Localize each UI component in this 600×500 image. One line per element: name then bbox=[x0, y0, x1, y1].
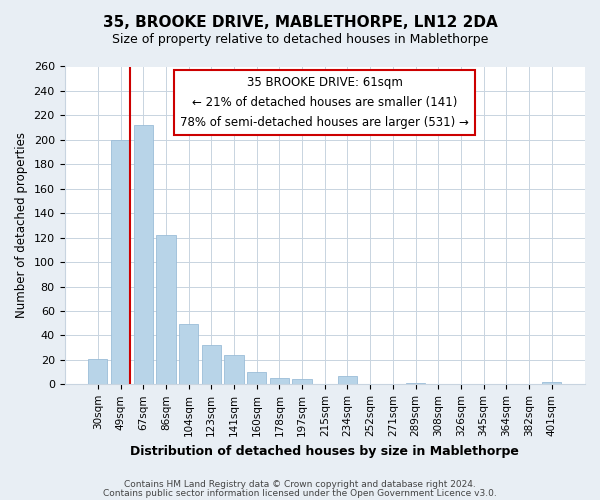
Bar bbox=[270, 378, 289, 384]
Bar bbox=[247, 372, 266, 384]
Bar bbox=[111, 140, 130, 384]
Text: 35 BROOKE DRIVE: 61sqm
← 21% of detached houses are smaller (141)
78% of semi-de: 35 BROOKE DRIVE: 61sqm ← 21% of detached… bbox=[181, 76, 469, 129]
X-axis label: Distribution of detached houses by size in Mablethorpe: Distribution of detached houses by size … bbox=[130, 444, 519, 458]
Bar bbox=[542, 382, 562, 384]
Bar bbox=[134, 125, 153, 384]
Bar bbox=[406, 383, 425, 384]
Y-axis label: Number of detached properties: Number of detached properties bbox=[15, 132, 28, 318]
Bar bbox=[156, 235, 176, 384]
Text: Size of property relative to detached houses in Mablethorpe: Size of property relative to detached ho… bbox=[112, 32, 488, 46]
Text: Contains public sector information licensed under the Open Government Licence v3: Contains public sector information licen… bbox=[103, 490, 497, 498]
Bar bbox=[224, 355, 244, 384]
Bar bbox=[88, 358, 107, 384]
Text: 35, BROOKE DRIVE, MABLETHORPE, LN12 2DA: 35, BROOKE DRIVE, MABLETHORPE, LN12 2DA bbox=[103, 15, 497, 30]
Bar bbox=[179, 324, 198, 384]
Bar bbox=[202, 345, 221, 385]
Bar bbox=[338, 376, 357, 384]
Bar bbox=[292, 380, 312, 384]
Text: Contains HM Land Registry data © Crown copyright and database right 2024.: Contains HM Land Registry data © Crown c… bbox=[124, 480, 476, 489]
